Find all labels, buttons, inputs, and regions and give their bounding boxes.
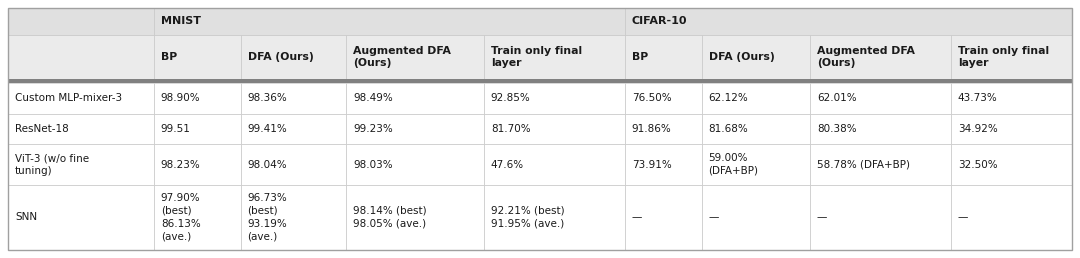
Bar <box>8 79 1072 83</box>
Bar <box>810 35 950 79</box>
Text: DFA (Ours): DFA (Ours) <box>708 52 774 62</box>
Bar <box>484 144 624 185</box>
Bar <box>346 83 484 114</box>
Text: 99.51: 99.51 <box>161 124 191 134</box>
Text: Augmented DFA
(Ours): Augmented DFA (Ours) <box>816 46 915 68</box>
Bar <box>702 144 810 185</box>
Text: 43.73%: 43.73% <box>958 93 998 103</box>
Text: 98.36%: 98.36% <box>247 93 287 103</box>
Text: 32.50%: 32.50% <box>958 159 998 170</box>
Bar <box>810 83 950 114</box>
Text: ViT-3 (w/o fine
tuning): ViT-3 (w/o fine tuning) <box>15 153 90 176</box>
Text: 98.14% (best)
98.05% (ave.): 98.14% (best) 98.05% (ave.) <box>353 206 427 229</box>
Text: BP: BP <box>161 52 177 62</box>
Bar <box>810 144 950 185</box>
Bar <box>810 114 950 144</box>
Bar <box>624 114 702 144</box>
Bar <box>346 35 484 79</box>
Bar <box>484 185 624 250</box>
Bar <box>153 83 241 114</box>
Bar <box>8 8 153 35</box>
Bar <box>153 144 241 185</box>
Bar <box>950 114 1072 144</box>
Bar <box>241 83 346 114</box>
Bar <box>153 185 241 250</box>
Text: —: — <box>708 212 719 222</box>
Bar <box>153 8 624 35</box>
Bar <box>346 114 484 144</box>
Text: 58.78% (DFA+BP): 58.78% (DFA+BP) <box>816 159 910 170</box>
Text: SNN: SNN <box>15 212 37 222</box>
Text: Augmented DFA
(Ours): Augmented DFA (Ours) <box>353 46 450 68</box>
Bar <box>624 8 1072 35</box>
Text: 96.73%
(best)
93.19%
(ave.): 96.73% (best) 93.19% (ave.) <box>247 193 287 241</box>
Bar <box>241 114 346 144</box>
Bar <box>484 35 624 79</box>
Bar <box>484 114 624 144</box>
Bar <box>8 35 153 79</box>
Bar <box>702 35 810 79</box>
Text: CIFAR-10: CIFAR-10 <box>632 17 687 26</box>
Text: 81.70%: 81.70% <box>490 124 530 134</box>
Text: 92.85%: 92.85% <box>490 93 530 103</box>
Text: 62.12%: 62.12% <box>708 93 748 103</box>
Bar <box>624 83 702 114</box>
Text: 98.90%: 98.90% <box>161 93 201 103</box>
Text: —: — <box>958 212 968 222</box>
Bar <box>624 185 702 250</box>
Text: 98.23%: 98.23% <box>161 159 201 170</box>
Text: 92.21% (best)
91.95% (ave.): 92.21% (best) 91.95% (ave.) <box>490 206 565 229</box>
Bar <box>950 144 1072 185</box>
Text: 59.00%
(DFA+BP): 59.00% (DFA+BP) <box>708 153 758 176</box>
Text: —: — <box>816 212 827 222</box>
Text: 98.49%: 98.49% <box>353 93 393 103</box>
Bar <box>8 185 153 250</box>
Text: 73.91%: 73.91% <box>632 159 672 170</box>
Bar <box>484 83 624 114</box>
Bar <box>241 35 346 79</box>
Text: 47.6%: 47.6% <box>490 159 524 170</box>
Bar <box>702 114 810 144</box>
Text: 81.68%: 81.68% <box>708 124 748 134</box>
Text: MNIST: MNIST <box>161 17 201 26</box>
Bar <box>346 185 484 250</box>
Text: 80.38%: 80.38% <box>816 124 856 134</box>
Bar <box>241 185 346 250</box>
Text: 99.41%: 99.41% <box>247 124 287 134</box>
Bar <box>624 35 702 79</box>
Text: BP: BP <box>632 52 648 62</box>
Text: Train only final
layer: Train only final layer <box>958 46 1049 68</box>
Bar <box>950 35 1072 79</box>
Text: Custom MLP-mixer-3: Custom MLP-mixer-3 <box>15 93 122 103</box>
Text: ResNet-18: ResNet-18 <box>15 124 69 134</box>
Text: 98.04%: 98.04% <box>247 159 287 170</box>
Bar <box>950 185 1072 250</box>
Bar <box>8 83 153 114</box>
Text: 34.92%: 34.92% <box>958 124 998 134</box>
Text: 91.86%: 91.86% <box>632 124 672 134</box>
Bar <box>702 83 810 114</box>
Text: DFA (Ours): DFA (Ours) <box>247 52 313 62</box>
Bar <box>624 144 702 185</box>
Text: 98.03%: 98.03% <box>353 159 392 170</box>
Text: 76.50%: 76.50% <box>632 93 672 103</box>
Text: —: — <box>632 212 643 222</box>
Bar <box>8 114 153 144</box>
Text: Train only final
layer: Train only final layer <box>490 46 582 68</box>
Bar <box>950 83 1072 114</box>
Bar <box>8 144 153 185</box>
Text: 97.90%
(best)
86.13%
(ave.): 97.90% (best) 86.13% (ave.) <box>161 193 201 241</box>
Text: 99.23%: 99.23% <box>353 124 393 134</box>
Bar <box>810 185 950 250</box>
Bar <box>241 144 346 185</box>
Bar <box>153 114 241 144</box>
Bar <box>346 144 484 185</box>
Bar <box>702 185 810 250</box>
Text: 62.01%: 62.01% <box>816 93 856 103</box>
Bar <box>153 35 241 79</box>
